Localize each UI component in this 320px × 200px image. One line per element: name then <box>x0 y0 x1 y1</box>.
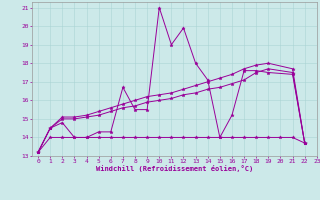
X-axis label: Windchill (Refroidissement éolien,°C): Windchill (Refroidissement éolien,°C) <box>96 165 253 172</box>
